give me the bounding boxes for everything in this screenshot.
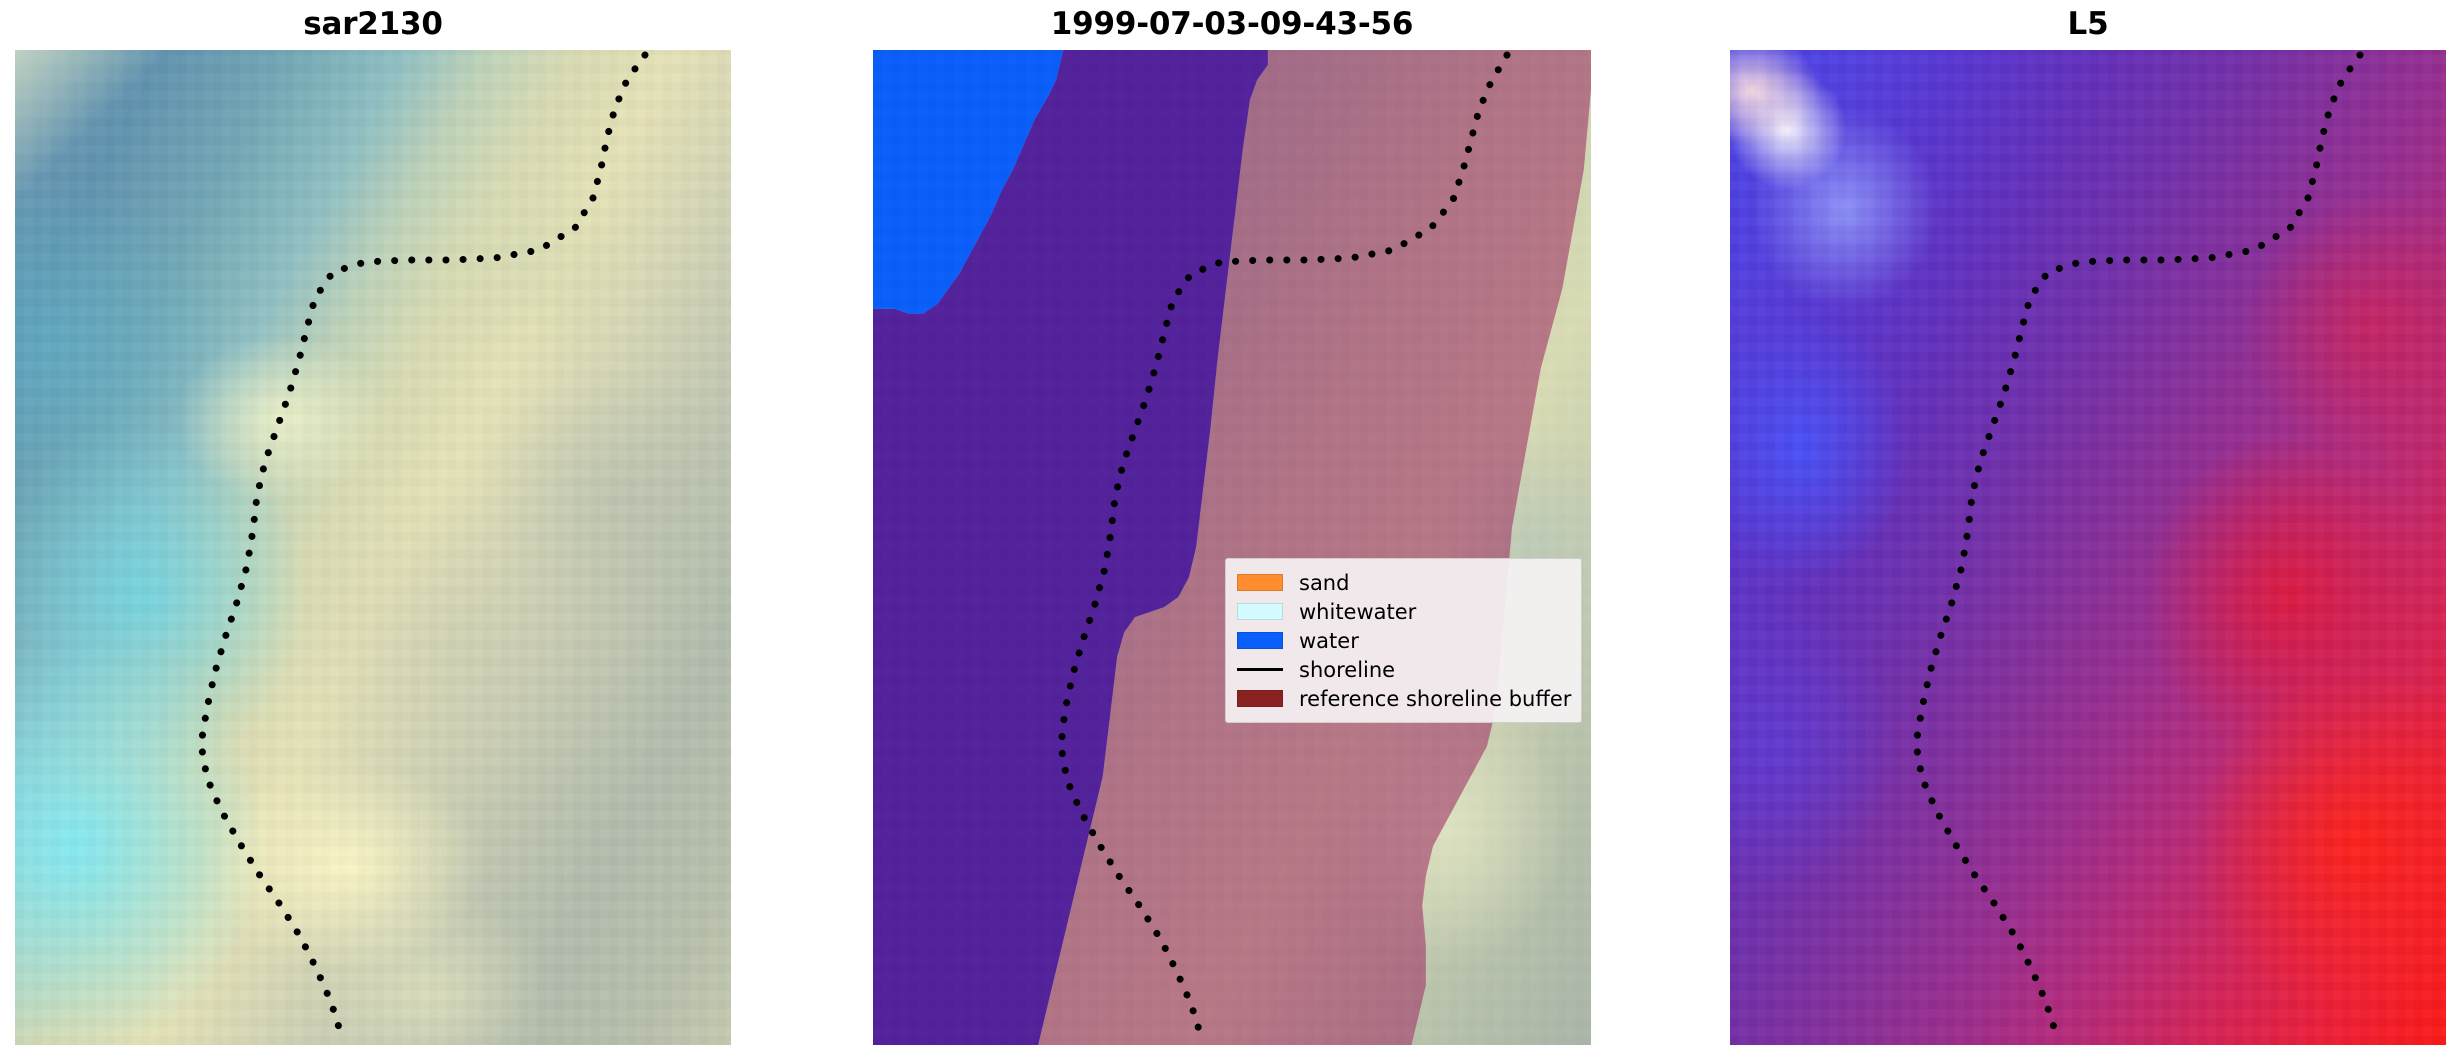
shoreline-overlay-panel1 — [15, 50, 731, 1045]
pixel-grain-overlay — [873, 50, 1591, 1045]
sand-swatch-icon — [1237, 574, 1283, 591]
axes-sar2130 — [15, 50, 731, 1045]
axes-classification: sand whitewater water shoreline referenc… — [873, 50, 1591, 1045]
index-colormap-image — [1730, 50, 2446, 1045]
corner-highlight — [15, 50, 731, 1045]
axes-l5 — [1730, 50, 2446, 1045]
legend-item-shoreline: shoreline — [1237, 655, 1569, 684]
shoreline-line-icon — [1237, 661, 1283, 678]
legend-label-whitewater: whitewater — [1299, 599, 1417, 624]
panel-title-l5: L5 — [2067, 6, 2109, 42]
water-swatch-icon — [1237, 632, 1283, 649]
legend-box: sand whitewater water shoreline referenc… — [1225, 558, 1582, 723]
legend-label-sand: sand — [1299, 570, 1350, 595]
legend-item-reference-shoreline-buffer: reference shoreline buffer — [1237, 684, 1572, 713]
panel-l5: L5 — [1730, 0, 2446, 1062]
legend-item-sand: sand — [1237, 568, 1569, 597]
whitewater-swatch-icon — [1237, 603, 1283, 620]
legend-label-reference-shoreline-buffer: reference shoreline buffer — [1299, 686, 1572, 711]
legend-item-whitewater: whitewater — [1237, 597, 1569, 626]
panel-title-classification: 1999-07-03-09-43-56 — [1050, 6, 1414, 42]
panel-sar2130: sar2130 — [15, 0, 731, 1062]
shoreline-overlay-panel2 — [873, 50, 1591, 1045]
panel-title-sar2130: sar2130 — [303, 6, 443, 42]
panel-classification: 1999-07-03-09-43-56 sand whitewater — [873, 0, 1591, 1062]
pixel-grain-overlay — [1730, 50, 2446, 1045]
legend-label-shoreline: shoreline — [1299, 657, 1396, 682]
shoreline-overlay-panel3 — [1730, 50, 2446, 1045]
legend-item-water: water — [1237, 626, 1569, 655]
legend-label-water: water — [1299, 628, 1359, 653]
reference-buffer-swatch-icon — [1237, 690, 1283, 707]
